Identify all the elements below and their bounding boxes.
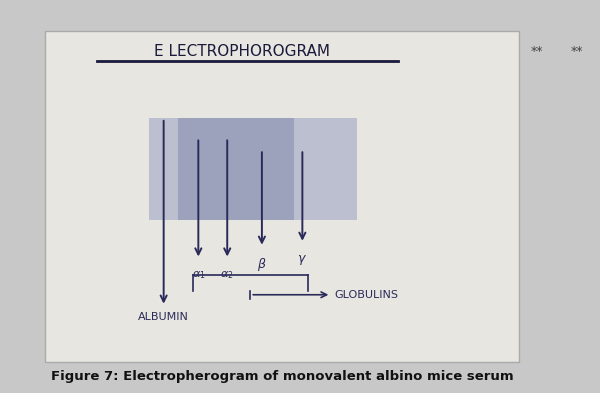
Text: GLOBULINS: GLOBULINS <box>334 290 398 300</box>
Text: **: ** <box>530 44 542 58</box>
Bar <box>178 118 293 220</box>
Bar <box>149 118 357 220</box>
Text: $\alpha_2$: $\alpha_2$ <box>220 269 234 281</box>
Text: E LECTROPHOROGRAM: E LECTROPHOROGRAM <box>154 44 329 59</box>
Text: $\gamma$: $\gamma$ <box>298 253 307 268</box>
Text: **: ** <box>571 44 583 58</box>
Text: $\beta$: $\beta$ <box>257 256 267 273</box>
Text: ALBUMIN: ALBUMIN <box>138 312 189 322</box>
Text: Figure 7: Electropherogram of monovalent albino mice serum: Figure 7: Electropherogram of monovalent… <box>51 370 514 383</box>
Bar <box>45 31 519 362</box>
Text: $\alpha_1$: $\alpha_1$ <box>191 269 205 281</box>
